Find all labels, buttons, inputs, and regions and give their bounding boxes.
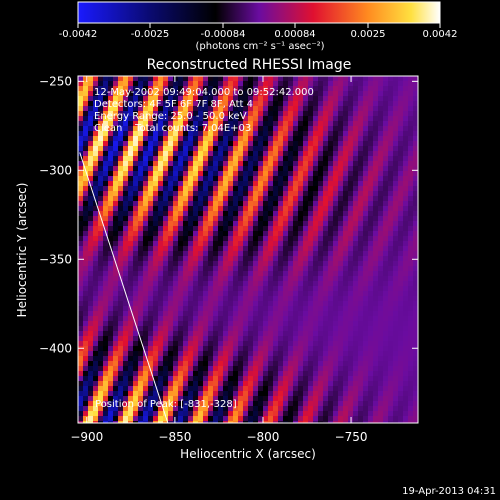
colorbar-gradient [77,1,441,24]
x-tick-label: −800 [246,430,279,444]
colorbar-tick-label: -0.0042 [59,29,98,40]
heatmap-image [78,76,418,423]
colorbar-tick-label: -0.0025 [131,29,170,40]
solar-limb-line [79,152,169,424]
peak-position-label: Position of Peak: [-831,-328] [95,399,237,410]
colorbar-tick-label: 0.0042 [423,29,458,40]
y-tick-label: −350 [39,252,72,266]
info-detectors: Detectors: 4F 5F 6F 7F 8F, Att 4 [94,99,253,110]
info-time-range: 12-May-2002 09:49:04.000 to 09:52:42.000 [94,87,314,98]
footer-date: 19-Apr-2013 04:31 [402,486,496,497]
y-tick-label: −250 [39,74,72,88]
y-tick-label: −400 [39,341,72,355]
x-axis-title: Heliocentric X (arcsec) [180,447,316,461]
x-tick-label: −850 [158,430,191,444]
colorbar-ticks [77,23,441,28]
colorbar-tick-label: 0.00084 [274,29,315,40]
colorbar-tick-label: -0.00084 [201,29,246,40]
info-clean-counts: Clean Total counts: 7.04E+03 [94,123,251,134]
x-tick-label: −900 [70,430,103,444]
plot-frame [77,75,419,424]
y-axis: −250 −300 −350 −400 [39,74,418,355]
chart-title: Reconstructed RHESSI Image [147,57,352,73]
info-energy-range: Energy Range: 25.0 - 50.0 keV [94,111,247,122]
y-axis-title: Heliocentric Y (arcsec) [15,183,29,318]
y-tick-label: −300 [39,163,72,177]
x-tick-label: −750 [335,430,368,444]
colorbar-tick-label: 0.0025 [351,29,386,40]
colorbar-units: (photons cm⁻² s⁻¹ asec⁻²) [195,41,324,52]
x-axis: −900 −850 −800 −750 [70,76,368,444]
